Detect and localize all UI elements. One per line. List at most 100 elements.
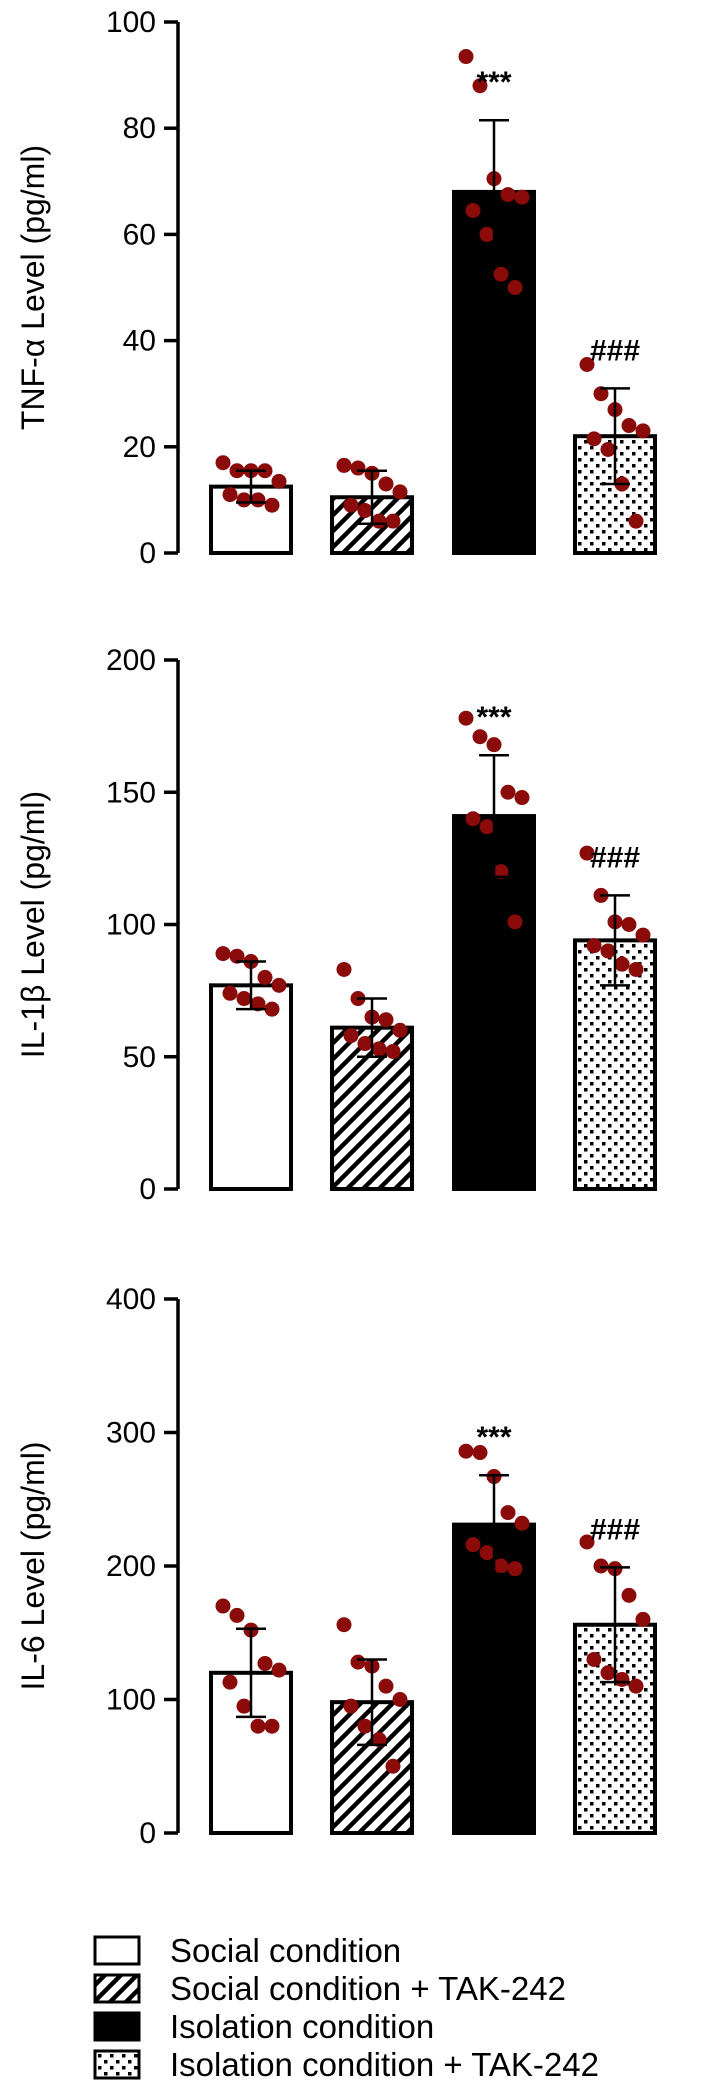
data-point-social-tak bbox=[378, 1012, 394, 1028]
data-point-isolation-tak bbox=[579, 1534, 595, 1550]
data-point-isolation-tak bbox=[614, 956, 630, 972]
y-tick-label: 40 bbox=[123, 325, 156, 358]
data-point-social-tak bbox=[385, 1043, 401, 1059]
data-point-isolation-tak bbox=[621, 1587, 637, 1603]
data-point-isolation bbox=[514, 189, 530, 205]
data-point-social-tak bbox=[392, 1692, 408, 1707]
data-point-isolation bbox=[465, 1537, 481, 1553]
y-tick-label: 100 bbox=[106, 6, 156, 39]
data-point-isolation bbox=[500, 1505, 516, 1521]
data-point-social-tak bbox=[371, 1732, 387, 1748]
significance-label-isolation-tak: ### bbox=[590, 841, 640, 874]
data-point-isolation bbox=[472, 1445, 488, 1461]
y-tick-label: 100 bbox=[106, 909, 156, 942]
data-point-social-tak bbox=[343, 497, 359, 513]
data-point-social-tak bbox=[336, 1617, 352, 1633]
y-axis-label: IL-1β Level (pg/ml) bbox=[15, 791, 51, 1058]
data-point-social bbox=[222, 1674, 238, 1690]
il-1-beta-panel: *** ### 0 50 100 150 200 IL-1β Level (pg/ml) bbox=[15, 644, 657, 1206]
data-point-social-tak bbox=[378, 1678, 394, 1694]
data-point-isolation-tak bbox=[614, 1671, 630, 1687]
y-tick-label: 300 bbox=[106, 1417, 156, 1450]
data-point-social bbox=[215, 455, 231, 471]
data-point-isolation bbox=[472, 78, 488, 94]
legend: Social condition Social condition + TAK-… bbox=[93, 1932, 599, 2083]
data-point-social-tak bbox=[357, 1718, 373, 1734]
data-point-social-tak bbox=[371, 1041, 387, 1057]
data-point-isolation bbox=[458, 49, 474, 65]
data-point-social bbox=[271, 1662, 287, 1678]
data-point-isolation bbox=[493, 864, 509, 880]
data-point-isolation bbox=[465, 811, 481, 827]
legend-swatch-isolation bbox=[93, 2011, 141, 2042]
y-tick-label: 100 bbox=[106, 1684, 156, 1717]
data-point-social bbox=[229, 1607, 245, 1623]
data-point-isolation-tak bbox=[635, 1611, 651, 1627]
significance-label-isolation: *** bbox=[476, 1421, 511, 1454]
data-point-isolation-tak bbox=[621, 917, 637, 932]
data-point-social-tak bbox=[357, 503, 373, 519]
data-point-isolation-tak bbox=[593, 386, 609, 402]
bar-isolation bbox=[452, 1522, 536, 1835]
data-point-social-tak bbox=[385, 1758, 401, 1774]
data-point-social-tak bbox=[336, 961, 352, 977]
data-point-social bbox=[250, 996, 266, 1012]
y-tick-label: 50 bbox=[123, 1041, 156, 1074]
data-point-social bbox=[236, 1698, 252, 1714]
y-tick-label: 200 bbox=[106, 644, 156, 677]
data-point-social bbox=[215, 1598, 231, 1614]
data-point-isolation-tak bbox=[586, 431, 602, 447]
data-point-isolation bbox=[472, 729, 488, 745]
data-point-social bbox=[236, 991, 252, 1007]
data-point-social bbox=[264, 1718, 280, 1734]
significance-label-isolation-tak: ### bbox=[590, 1513, 640, 1546]
data-point-isolation-tak bbox=[579, 845, 595, 861]
data-point-isolation bbox=[500, 187, 516, 203]
data-point-social-tak bbox=[371, 513, 387, 529]
data-point-social-tak bbox=[343, 1028, 359, 1044]
data-point-isolation bbox=[479, 1545, 495, 1561]
legend-item-isolation-tak: Isolation condition + TAK-242 bbox=[93, 2046, 599, 2083]
data-point-social bbox=[271, 473, 287, 489]
data-point-isolation bbox=[514, 1515, 530, 1531]
data-point-social-tak bbox=[336, 457, 352, 473]
legend-swatch-social bbox=[93, 1935, 141, 1966]
bar-isolation-tak bbox=[573, 434, 657, 555]
data-point-social bbox=[229, 948, 245, 964]
data-point-isolation-tak bbox=[600, 1665, 616, 1681]
data-point-isolation-tak bbox=[635, 423, 651, 439]
tnf-alpha-panel: *** ### 0 20 40 60 80 100 TNF-α Level (pg/ml) bbox=[15, 6, 657, 570]
significance-label-isolation-tak: ### bbox=[590, 334, 640, 367]
data-point-social bbox=[222, 487, 238, 503]
data-point-isolation-tak bbox=[586, 938, 602, 954]
data-point-social bbox=[264, 497, 280, 513]
data-point-isolation bbox=[479, 819, 495, 835]
data-point-isolation-tak bbox=[628, 961, 644, 977]
data-point-isolation bbox=[465, 203, 481, 219]
data-point-social-tak bbox=[350, 1654, 366, 1670]
data-point-social bbox=[250, 1718, 266, 1734]
data-point-social bbox=[264, 1001, 280, 1017]
y-tick-label: 150 bbox=[106, 776, 156, 809]
legend-label-isolation-tak: Isolation condition + TAK-242 bbox=[170, 2046, 599, 2083]
y-tick-label: 400 bbox=[106, 1283, 156, 1316]
data-point-isolation bbox=[458, 710, 474, 726]
bar-social bbox=[209, 983, 293, 1192]
data-point-social bbox=[215, 946, 231, 962]
y-tick-label: 200 bbox=[106, 1550, 156, 1583]
y-tick-label: 0 bbox=[139, 1173, 156, 1206]
legend-swatch-isolation-tak bbox=[93, 2049, 141, 2080]
data-point-isolation bbox=[479, 226, 495, 242]
data-point-isolation bbox=[493, 266, 509, 282]
legend-item-social-tak: Social condition + TAK-242 bbox=[93, 1970, 566, 2007]
data-point-isolation-tak bbox=[621, 418, 637, 434]
data-point-isolation bbox=[500, 784, 516, 800]
data-point-isolation-tak bbox=[635, 927, 651, 943]
y-tick-label: 80 bbox=[123, 112, 156, 145]
y-tick-label: 0 bbox=[139, 1817, 156, 1850]
data-point-social bbox=[236, 492, 252, 508]
y-tick-label: 60 bbox=[123, 218, 156, 251]
data-point-isolation bbox=[486, 737, 502, 753]
data-point-isolation bbox=[514, 790, 530, 806]
data-point-isolation-tak bbox=[628, 513, 644, 529]
